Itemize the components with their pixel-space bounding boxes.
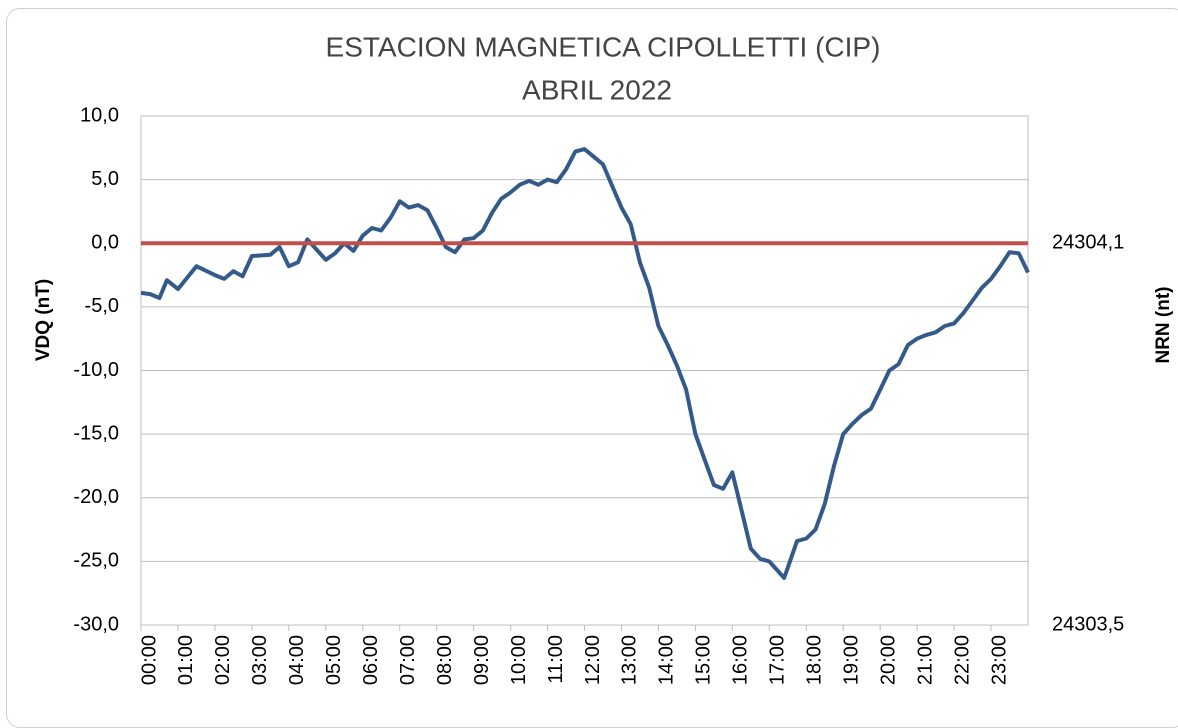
x-tick-label: 11:00 [545, 635, 567, 684]
y2-tick-label: 24304,1 [1052, 232, 1124, 254]
x-tick-label: 22:00 [951, 635, 973, 685]
x-tick-label: 02:00 [212, 635, 234, 685]
x-tick-label: 04:00 [286, 635, 308, 685]
x-tick-label: 07:00 [397, 635, 419, 685]
y-tick-label: 10,0 [80, 104, 119, 126]
x-tick-label: 10:00 [508, 635, 530, 685]
x-tick-label: 17:00 [767, 635, 789, 685]
x-tick-label: 08:00 [434, 635, 456, 685]
y-tick-label: -30,0 [73, 613, 119, 635]
y-tick-label: -10,0 [73, 359, 119, 381]
x-tick-label: 21:00 [914, 635, 936, 685]
y-tick-label: 5,0 [91, 168, 119, 190]
y-axis-label: VDQ (nT) [33, 279, 54, 361]
x-tick-label: 14:00 [656, 635, 678, 685]
x-tick-label: 12:00 [582, 635, 604, 685]
x-tick-label: 00:00 [138, 635, 160, 685]
chart-title: ESTACION MAGNETICA CIPOLLETTI (CIP) [326, 31, 881, 62]
x-tick-label: 16:00 [730, 635, 752, 685]
y-tick-label: -5,0 [85, 295, 119, 317]
chart-subtitle: ABRIL 2022 [522, 74, 672, 105]
y-tick-label: -15,0 [73, 422, 119, 444]
x-tick-label: 01:00 [175, 635, 197, 685]
data-line [140, 147, 1030, 580]
x-tick-label: 13:00 [619, 635, 641, 685]
y2-tick-label: 24303,5 [1052, 613, 1124, 635]
x-tick-label: 23:00 [988, 635, 1010, 685]
x-tick-label: 18:00 [804, 635, 826, 685]
x-tick-label: 19:00 [840, 635, 862, 685]
x-tick-label: 20:00 [877, 635, 899, 685]
y2-axis-label: NRN (nt) [1153, 286, 1174, 363]
x-tick-label: 03:00 [249, 635, 271, 685]
x-tick-label: 15:00 [693, 635, 715, 685]
y-tick-label: -25,0 [73, 550, 119, 572]
x-tick-label: 06:00 [360, 635, 382, 685]
y-tick-label: 0,0 [91, 232, 119, 254]
y-tick-label: -20,0 [73, 486, 119, 508]
x-tick-label: 05:00 [323, 635, 345, 685]
x-tick-label: 09:00 [471, 635, 493, 685]
